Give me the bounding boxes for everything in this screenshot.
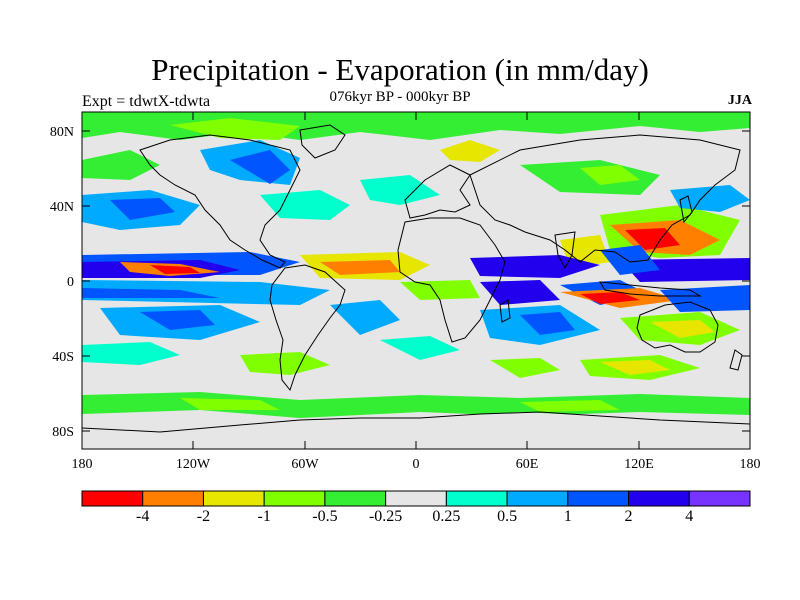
colorbar-swatch	[263, 490, 326, 507]
axis-ticks	[82, 112, 750, 449]
lat-label-eq: 0	[67, 275, 74, 290]
lon-label-180w: 180	[72, 457, 93, 472]
colorbar-label: 2	[624, 508, 633, 525]
lat-label-80n: 80N	[50, 125, 74, 140]
lon-label-180e: 180	[740, 457, 761, 472]
colorbar-swatch	[688, 490, 751, 507]
lon-label-60w: 60W	[291, 457, 319, 472]
colorbar-label: 0.25	[432, 508, 461, 525]
lon-label-120e: 120E	[624, 457, 654, 472]
colorbar-label: 4	[685, 508, 694, 525]
colorbar-label: -1	[257, 508, 271, 525]
season-label: JJA	[727, 93, 752, 108]
colorbar-swatch	[324, 490, 387, 507]
colorbar-swatch	[628, 490, 690, 507]
lon-label-120w: 120W	[176, 457, 211, 472]
colorbar-label: 1	[563, 508, 572, 525]
map-title: Precipitation - Evaporation (in mm/day)	[151, 52, 649, 87]
colorbar-label: -0.5	[312, 508, 338, 525]
experiment-label: Expt = tdwtX-tdwta	[82, 93, 211, 110]
colorbar-swatch	[142, 490, 204, 507]
colorbar-swatch	[385, 490, 447, 507]
colorbar-label: -0.25	[368, 508, 403, 525]
anomaly-field	[82, 112, 750, 449]
colorbar-label: -2	[196, 508, 211, 525]
lat-label-80s: 80S	[52, 425, 74, 440]
colorbar	[81, 490, 751, 507]
map-subtitle: 076kyr BP - 000kyr BP	[329, 89, 471, 105]
colorbar-label: -4	[136, 508, 150, 525]
lat-label-40n: 40N	[50, 200, 74, 215]
lon-label-60e: 60E	[516, 457, 539, 472]
colorbar-swatch	[81, 490, 144, 507]
colorbar-swatch	[567, 490, 630, 507]
colorbar-label: 0.5	[497, 508, 518, 525]
coastlines	[82, 124, 750, 433]
colorbar-swatch	[506, 490, 569, 507]
lon-label-0: 0	[413, 457, 420, 472]
colorbar-swatch	[202, 490, 265, 507]
colorbar-swatch	[445, 490, 508, 507]
lat-label-40s: 40S	[52, 350, 74, 365]
